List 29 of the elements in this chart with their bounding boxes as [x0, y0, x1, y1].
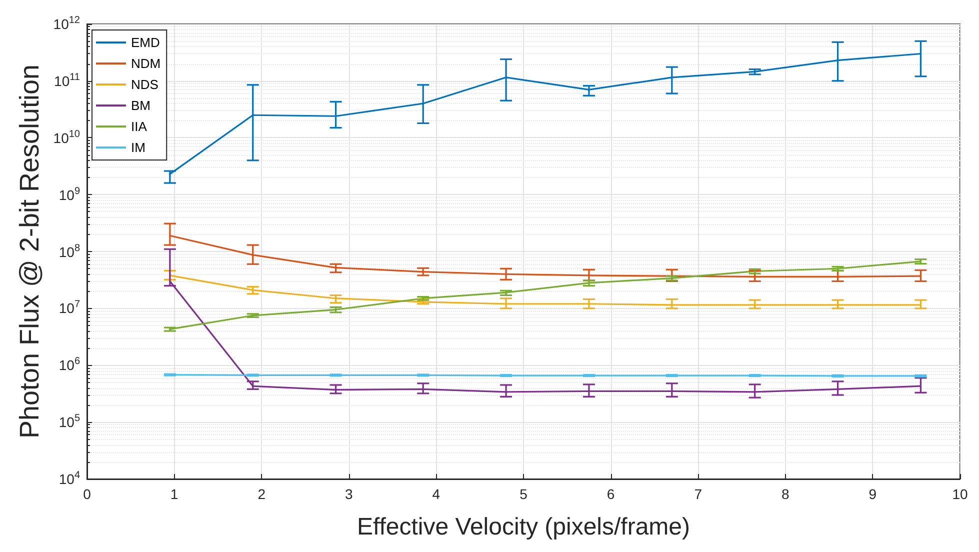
y-tick-label: 10$^{4}$: [58, 470, 80, 488]
x-tick-label: 3: [345, 486, 353, 502]
y-axis-title: Photon Flux @ 2-bit Resolution: [14, 64, 44, 439]
legend-label: BM: [131, 98, 150, 113]
line-series: [169, 274, 922, 306]
x-axis-title: Effective Velocity (pixels/frame): [356, 514, 690, 540]
y-tick-label: 10$^{8}$: [58, 242, 80, 260]
x-tick-label: 10: [952, 486, 968, 502]
x-tick-label: 0: [83, 486, 92, 502]
legend-label: NDS: [131, 77, 159, 92]
y-tick-label: 10$^{12}$: [53, 15, 80, 33]
x-tick-label: 7: [694, 486, 702, 502]
y-tick-label: 10$^{5}$: [58, 413, 80, 432]
x-tick-label: 9: [868, 486, 877, 502]
x-tick-label: 6: [606, 486, 615, 502]
x-tick-label: 4: [432, 486, 440, 502]
legend-label: EMD: [131, 35, 160, 50]
legend-label: IM: [131, 140, 146, 155]
x-tick-label: 1: [170, 486, 178, 502]
legend-label: IIA: [131, 119, 148, 134]
legend-label: NDM: [131, 56, 161, 71]
x-tick-label: 8: [782, 486, 790, 502]
y-tick-label: 10$^{10}$: [53, 128, 80, 147]
y-tick-label: 10$^{7}$: [58, 299, 80, 318]
x-tick-label: 5: [520, 486, 528, 502]
y-tick-label: 10$^{11}$: [54, 72, 80, 90]
y-tick-label: 10$^{9}$: [58, 186, 80, 204]
x-tick-label: 2: [258, 486, 266, 502]
y-tick-label: 10$^{6}$: [58, 356, 80, 374]
